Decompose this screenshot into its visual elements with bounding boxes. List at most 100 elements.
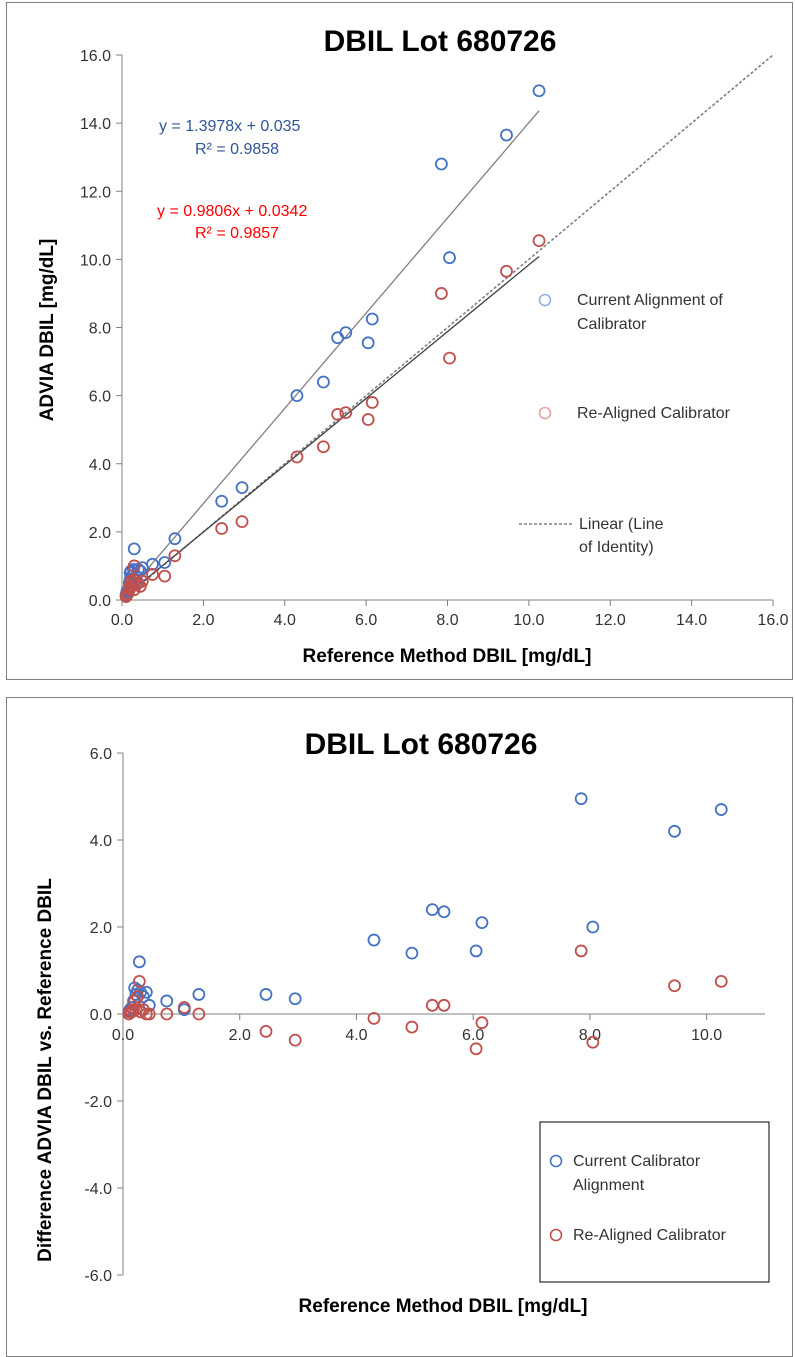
x-tick-label: 16.0 bbox=[757, 612, 788, 629]
x-tick-label: 8.0 bbox=[579, 1027, 601, 1044]
data-point bbox=[290, 389, 304, 403]
data-point bbox=[714, 974, 728, 988]
data-point bbox=[127, 559, 141, 573]
x-tick-label: 10.0 bbox=[691, 1027, 722, 1044]
x-axis-title: Reference Method DBIL [mg/dL] bbox=[299, 1296, 588, 1317]
data-point bbox=[192, 1007, 206, 1021]
legend-label-current-line2: Alignment bbox=[573, 1177, 645, 1194]
data-point bbox=[469, 1042, 483, 1056]
trendline-r2-realigned: R² = 0.9857 bbox=[195, 225, 279, 242]
y-tick-label: 4.0 bbox=[89, 457, 111, 474]
y-tick-label: 12.0 bbox=[80, 184, 111, 201]
x-tick-label: 0.0 bbox=[112, 1027, 134, 1044]
y-tick-label: 6.0 bbox=[89, 389, 111, 406]
scatter-chart-difference: DBIL Lot 680726 Difference ADVIA DBIL vs… bbox=[35, 728, 770, 1317]
y-tick-label: -4.0 bbox=[84, 1181, 112, 1198]
y-tick-label: -6.0 bbox=[84, 1268, 112, 1285]
data-point bbox=[532, 84, 546, 98]
trendline-realigned bbox=[121, 255, 540, 600]
data-point bbox=[132, 955, 146, 969]
legend: Current Calibrator Alignment Re-Aligned … bbox=[539, 1121, 770, 1283]
x-tick-label: 4.0 bbox=[274, 612, 296, 629]
data-point bbox=[365, 312, 379, 326]
legend-label-realigned: Re-Aligned Calibrator bbox=[573, 1227, 727, 1244]
data-point bbox=[361, 413, 375, 426]
data-point bbox=[668, 824, 681, 838]
series-current bbox=[122, 792, 728, 1019]
data-point bbox=[290, 450, 304, 464]
legend-label-realigned: Re-Aligned Calibrator bbox=[577, 405, 731, 422]
data-point bbox=[437, 905, 451, 919]
data-point bbox=[586, 1035, 600, 1049]
chart-panel-bottom: DBIL Lot 680726 Difference ADVIA DBIL vs… bbox=[6, 697, 793, 1357]
x-tick-label: 2.0 bbox=[229, 1027, 251, 1044]
x-tick-label: 6.0 bbox=[355, 612, 377, 629]
data-point bbox=[192, 988, 206, 1001]
data-point bbox=[215, 494, 229, 508]
data-point bbox=[475, 1016, 489, 1030]
data-point bbox=[146, 568, 159, 581]
y-tick-label: 4.0 bbox=[90, 833, 112, 850]
data-point bbox=[443, 251, 456, 265]
y-axis-title: Difference ADVIA DBIL vs. Reference DBIL bbox=[35, 878, 56, 1262]
data-point bbox=[437, 998, 451, 1012]
chart-title: DBIL Lot 680726 bbox=[305, 728, 538, 761]
data-point bbox=[317, 440, 330, 454]
legend-marker-current bbox=[538, 293, 552, 307]
data-point bbox=[131, 990, 144, 1004]
data-point bbox=[288, 1033, 302, 1047]
data-point bbox=[469, 944, 483, 958]
y-tick-label: 2.0 bbox=[89, 525, 111, 542]
data-point bbox=[132, 974, 146, 988]
y-tick-label: 8.0 bbox=[89, 321, 111, 338]
legend-label-identity-line2: of Identity) bbox=[579, 539, 654, 556]
y-tick-label: 6.0 bbox=[90, 746, 112, 763]
data-point bbox=[405, 1020, 419, 1034]
data-point bbox=[168, 532, 182, 546]
trendline-r2-current: R² = 0.9858 bbox=[195, 141, 279, 158]
data-point bbox=[532, 234, 546, 248]
x-tick-label: 14.0 bbox=[676, 612, 707, 629]
series-realigned bbox=[119, 234, 546, 603]
data-point bbox=[475, 916, 489, 930]
data-point bbox=[177, 1001, 191, 1014]
x-tick-label: 4.0 bbox=[345, 1027, 367, 1044]
x-axis-title: Reference Method DBIL [mg/dL] bbox=[303, 646, 592, 667]
legend: Current Alignment of Calibrator Re-Align… bbox=[519, 292, 731, 556]
data-point bbox=[500, 264, 513, 278]
data-point bbox=[135, 574, 149, 588]
x-tick-label: 0.0 bbox=[111, 612, 133, 629]
data-point bbox=[331, 331, 345, 345]
legend-marker-realigned bbox=[549, 1228, 563, 1242]
y-tick-label: 2.0 bbox=[90, 920, 112, 937]
axes: 0.0 2.0 4.0 6.0 8.0 10.0 12.0 14.0 16.0 0.0 2.0 4.0… bbox=[80, 48, 789, 629]
data-point bbox=[160, 1007, 174, 1021]
data-point bbox=[365, 396, 379, 409]
data-point bbox=[127, 542, 141, 556]
data-point bbox=[367, 933, 381, 947]
data-point bbox=[425, 903, 439, 917]
axes: -6.0 -4.0 -2.0 0.0 2.0 4.0 6.0 0.0 2.0 4.0 6.0 8.0 1… bbox=[84, 746, 765, 1285]
y-tick-label: -2.0 bbox=[84, 1094, 112, 1111]
data-point bbox=[714, 803, 728, 816]
data-point bbox=[158, 569, 172, 583]
trendline-current bbox=[121, 110, 540, 600]
x-tick-label: 12.0 bbox=[595, 612, 626, 629]
chart-title: DBIL Lot 680726 bbox=[324, 25, 557, 58]
x-tick-label: 6.0 bbox=[462, 1027, 484, 1044]
x-tick-label: 2.0 bbox=[192, 612, 214, 629]
data-point bbox=[443, 351, 456, 365]
legend-label-identity-line1: Linear (Line bbox=[579, 516, 664, 533]
y-tick-label: 16.0 bbox=[80, 48, 111, 65]
y-tick-label: 14.0 bbox=[80, 116, 111, 133]
data-point bbox=[158, 556, 172, 569]
data-point bbox=[215, 522, 229, 535]
data-point bbox=[500, 128, 513, 142]
data-point bbox=[361, 336, 375, 350]
data-point bbox=[259, 988, 273, 1001]
data-point bbox=[668, 979, 681, 993]
data-point bbox=[317, 375, 330, 389]
data-point bbox=[339, 326, 353, 340]
x-tick-label: 10.0 bbox=[513, 612, 544, 629]
legend-marker-current bbox=[549, 1154, 563, 1168]
